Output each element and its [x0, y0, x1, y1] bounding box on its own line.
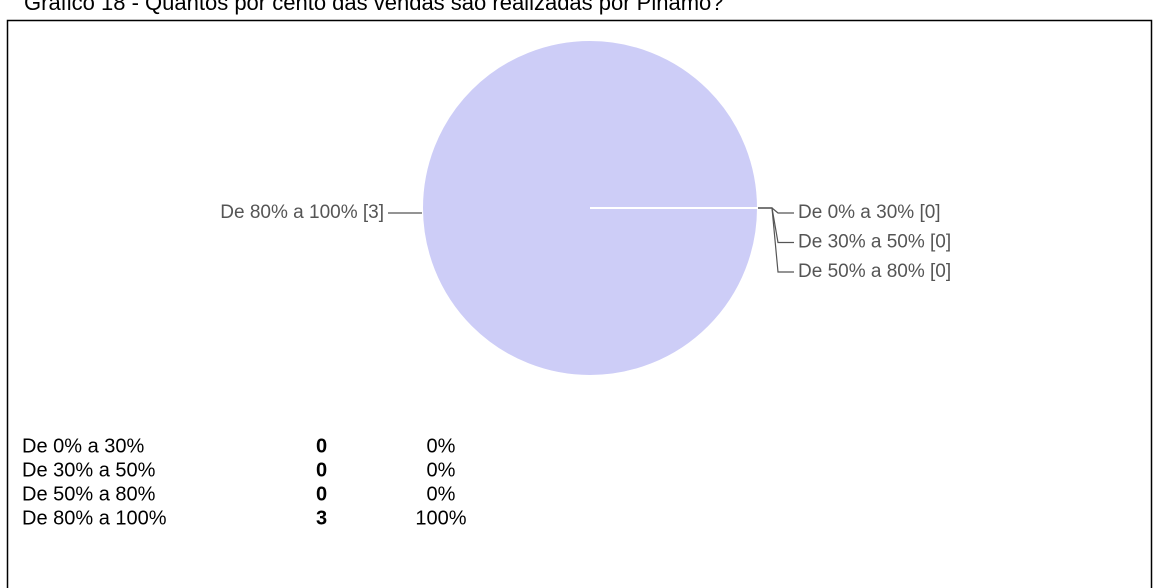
- chart-title: Gráfico 18 - Quantos por cento das venda…: [24, 0, 724, 15]
- leader-line: [758, 207, 794, 214]
- table-count: 0: [316, 435, 327, 457]
- table-share: 0%: [427, 435, 456, 457]
- table-share: 0%: [427, 483, 456, 505]
- table-category: De 30% a 50%: [22, 459, 156, 481]
- slice-label: De 80% a 100% [3]: [220, 202, 384, 223]
- table-category: De 50% a 80%: [22, 483, 156, 505]
- slice-label: De 50% a 80% [0]: [798, 261, 951, 282]
- slice-label: De 30% a 50% [0]: [798, 232, 951, 253]
- table-category: De 0% a 30%: [22, 435, 145, 457]
- leader-line: [758, 207, 794, 273]
- frame: [6, 19, 1153, 588]
- table-share: 0%: [427, 459, 456, 481]
- pie-slice: [420, 39, 760, 377]
- table-count: 3: [316, 507, 327, 529]
- slice-label: De 0% a 30% [0]: [798, 202, 941, 223]
- table-share: 100%: [415, 507, 466, 529]
- table-count: 0: [316, 483, 327, 505]
- table-category: De 80% a 100%: [22, 507, 167, 529]
- table-count: 0: [316, 459, 327, 481]
